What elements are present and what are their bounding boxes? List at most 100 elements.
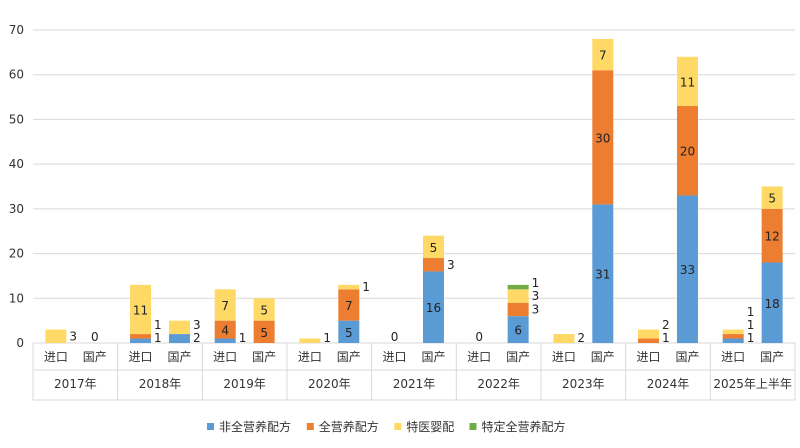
category-label: 进口: [467, 350, 491, 364]
bar-segment: [299, 338, 321, 343]
bar-segment: [553, 334, 575, 343]
bar-segment: [130, 334, 152, 339]
bar-segment: [214, 289, 236, 321]
data-label: 11: [133, 303, 148, 317]
bar-segment: [761, 186, 783, 209]
y-tick-label: 70: [9, 23, 24, 37]
data-label: 5: [768, 192, 776, 206]
category-label: 国产: [337, 350, 361, 364]
data-label: 33: [680, 263, 695, 277]
data-label: 3: [532, 289, 540, 303]
data-label: 2: [577, 331, 585, 345]
data-label: 30: [595, 131, 610, 145]
bar-segment: [45, 329, 67, 343]
data-label: 31: [595, 268, 610, 282]
category-label: 进口: [552, 350, 576, 364]
data-label: 7: [221, 299, 229, 313]
data-label: 18: [764, 297, 779, 311]
y-tick-label: 0: [16, 336, 24, 350]
group-label: 2017年: [54, 377, 97, 391]
data-label: 16: [426, 301, 441, 315]
bar-segment: [253, 320, 275, 343]
bar-segment: [338, 284, 360, 290]
bar-segment: [638, 338, 660, 343]
group-label: 2023年: [562, 377, 605, 391]
legend-swatch: [207, 423, 214, 430]
category-label: 进口: [721, 350, 745, 364]
bar-segment: [507, 289, 529, 303]
category-label: 国产: [252, 350, 276, 364]
bar-segment: [338, 289, 360, 321]
data-label: 4: [221, 324, 229, 338]
bar-segment: [592, 38, 614, 71]
legend-swatch: [394, 423, 402, 430]
bar-segment: [507, 316, 529, 343]
bar-segment: [722, 338, 744, 343]
y-tick-label: 30: [9, 202, 24, 216]
legend-label: 非全营养配方: [219, 419, 291, 434]
bar-segment: [130, 284, 152, 335]
data-label: 3: [193, 318, 201, 332]
y-tick-label: 10: [9, 291, 24, 305]
data-label: 1: [747, 331, 755, 345]
data-label: 5: [345, 326, 353, 340]
category-label: 国产: [760, 350, 784, 364]
bar-segment: [168, 334, 190, 343]
data-label: 5: [430, 241, 438, 255]
bar-segment: [761, 262, 783, 343]
bar-segment: [592, 204, 614, 343]
data-label: 2: [193, 331, 201, 345]
data-label: 0: [391, 330, 399, 344]
legend-label: 特定全营养配方: [482, 419, 566, 434]
data-label: 0: [91, 330, 99, 344]
category-label: 进口: [298, 350, 322, 364]
bar-segment: [422, 235, 444, 259]
data-label: 5: [260, 326, 268, 340]
bar-segment: [638, 329, 660, 339]
data-label: 7: [345, 299, 353, 313]
group-label: 2025年上半年: [713, 377, 792, 391]
category-label: 进口: [129, 350, 153, 364]
bar-segment: [422, 271, 444, 343]
data-label: 1: [362, 280, 370, 294]
bar-segment: [214, 320, 236, 339]
y-tick-label: 50: [9, 112, 24, 126]
data-label: 1: [154, 331, 162, 345]
bar-segment: [676, 56, 698, 107]
bar-segment: [676, 195, 698, 343]
category-label: 国产: [167, 350, 191, 364]
bar-segment: [722, 329, 744, 335]
group-label: 2024年: [647, 377, 690, 391]
category-label: 国产: [421, 350, 445, 364]
data-label: 11: [680, 75, 695, 89]
data-label: 3: [69, 329, 77, 343]
group-label: 2022年: [477, 377, 520, 391]
category-label: 进口: [383, 350, 407, 364]
legend-swatch: [469, 423, 477, 430]
data-label: 6: [514, 324, 522, 338]
data-label: 12: [764, 230, 779, 244]
category-label: 国产: [506, 350, 530, 364]
y-tick-label: 20: [9, 247, 24, 261]
data-label: 2: [662, 318, 670, 332]
group-label: 2021年: [393, 377, 436, 391]
data-label: 1: [532, 276, 540, 290]
category-label: 进口: [44, 350, 68, 364]
group-label: 2019年: [223, 377, 266, 391]
legend-swatch: [306, 423, 314, 430]
data-label: 3: [532, 302, 540, 316]
bar-segment: [168, 320, 190, 335]
data-label: 5: [260, 303, 268, 317]
data-label: 1: [323, 331, 331, 345]
data-label: 7: [599, 49, 607, 63]
bar-segment: [761, 208, 783, 263]
bar-segment: [507, 284, 529, 290]
bar-segment: [422, 258, 444, 272]
bar-segment: [722, 334, 744, 339]
bar-segment: [592, 70, 614, 205]
bar-segment: [130, 338, 152, 343]
category-label: 进口: [213, 350, 237, 364]
bar-segment: [507, 302, 529, 317]
group-label: 2020年: [308, 377, 351, 391]
